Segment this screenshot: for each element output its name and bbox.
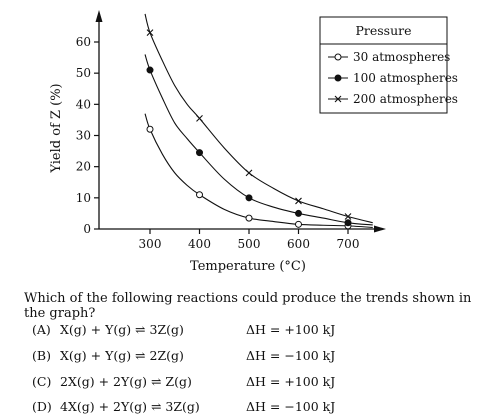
data-point-series-3	[344, 213, 352, 220]
y-tick-label: 30	[76, 129, 91, 143]
y-tick-label: 50	[76, 66, 91, 80]
legend-marker-1	[334, 53, 342, 61]
data-point-series-1	[295, 220, 302, 228]
x-tick-label: 500	[238, 237, 261, 251]
option-b-delta-h: ΔH = −100 kJ	[246, 348, 336, 363]
legend-entry-2: 100 atmospheres	[353, 71, 458, 85]
series-curve-1	[144, 113, 373, 228]
option-c-delta-h: ΔH = +100 kJ	[246, 374, 336, 389]
x-tick-label: 400	[188, 237, 211, 251]
option-a-equation: X(g) + Y(g) ⇌ 3Z(g)	[60, 322, 184, 337]
data-point-series-1	[245, 214, 253, 222]
y-tick-label: 10	[76, 191, 91, 205]
data-point-series-3	[146, 29, 154, 37]
legend-box	[319, 16, 448, 114]
data-point-series-2	[245, 194, 253, 202]
option-d-delta-h: ΔH = −100 kJ	[246, 399, 336, 414]
option-d-equation: 4X(g) + 2Y(g) ⇌ 3Z(g)	[60, 399, 200, 414]
data-point-series-3	[196, 114, 203, 122]
legend-marker-3	[334, 95, 342, 103]
y-axis-arrow	[95, 10, 103, 22]
legend-entry-1: 30 atmospheres	[353, 50, 450, 64]
y-tick-label: 20	[76, 160, 91, 174]
data-point-series-3	[295, 197, 302, 205]
question-text: Which of the following reactions could p…	[24, 291, 472, 321]
option-d-label: (D)	[32, 399, 52, 414]
data-point-series-2	[196, 149, 203, 157]
series-curve-3	[144, 13, 373, 224]
x-tick-label: 700	[337, 237, 360, 251]
legend-title: Pressure	[355, 23, 411, 38]
option-b-label: (B)	[32, 348, 51, 363]
data-point-series-1	[196, 191, 203, 199]
x-axis-label: Temperature (°C)	[190, 259, 306, 274]
y-tick-label: 40	[76, 97, 91, 111]
yield-chart: 0 10 20 30 40 50 60 300 400 500 600 700 Temperature …	[49, 10, 458, 274]
option-a-label: (A)	[32, 322, 51, 337]
y-tick-label: 60	[76, 35, 91, 49]
series-curve-2	[144, 54, 373, 226]
data-point-series-2	[344, 219, 352, 227]
option-c-label: (C)	[32, 374, 52, 389]
option-c-equation: 2X(g) + 2Y(g) ⇌ Z(g)	[60, 374, 192, 389]
data-point-series-2	[146, 66, 154, 74]
data-point-series-1	[146, 125, 154, 133]
x-tick-label: 300	[139, 237, 162, 251]
y-tick-label: 0	[83, 222, 91, 236]
y-axis-label: Yield of Z (%)	[49, 83, 64, 173]
data-point-series-2	[295, 209, 302, 217]
option-a-delta-h: ΔH = +100 kJ	[246, 322, 336, 337]
x-tick-label: 600	[287, 237, 310, 251]
legend-marker-2	[334, 74, 342, 82]
legend-entry-3: 200 atmospheres	[353, 92, 458, 106]
option-b-equation: X(g) + Y(g) ⇌ 2Z(g)	[60, 348, 184, 363]
data-point-series-3	[245, 169, 253, 177]
